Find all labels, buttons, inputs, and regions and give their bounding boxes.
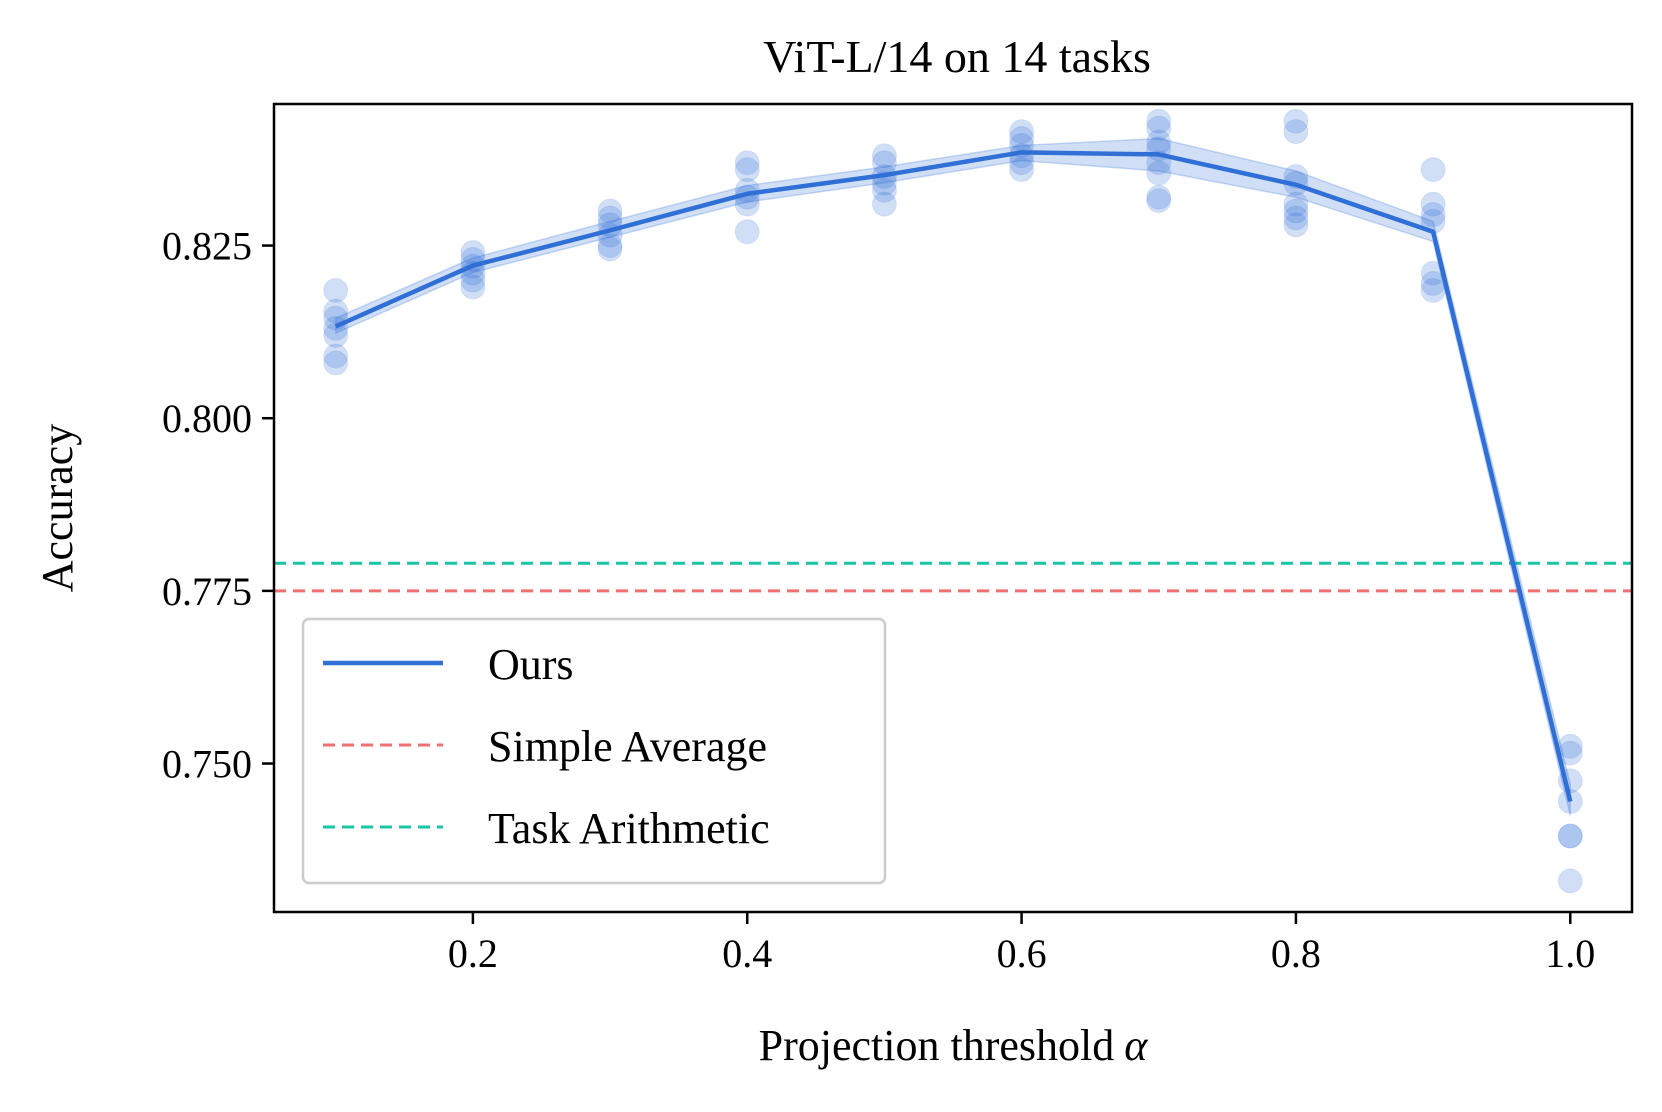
scatter-point xyxy=(734,157,760,183)
scatter-point xyxy=(323,343,349,369)
legend-label-task-arithmetic: Task Arithmetic xyxy=(488,804,770,853)
scatter-point xyxy=(597,233,623,259)
y-tick-label: 0.825 xyxy=(162,224,252,269)
scatter-point xyxy=(323,298,349,324)
plot-marks xyxy=(274,108,1632,894)
x-tick-label: 0.4 xyxy=(722,931,772,976)
legend: Ours Simple Average Task Arithmetic xyxy=(301,617,887,885)
scatter-point xyxy=(1146,184,1172,210)
scatter-point xyxy=(734,219,760,245)
y-tick-label: 0.750 xyxy=(162,742,252,787)
scatter-point xyxy=(323,277,349,303)
scatter-point xyxy=(597,236,623,262)
scatter-point xyxy=(1146,115,1172,141)
scatter-point xyxy=(871,143,897,169)
scatter-point xyxy=(1557,868,1583,894)
y-tick-label: 0.775 xyxy=(162,569,252,614)
scatter-point xyxy=(1420,191,1446,217)
axes-frame xyxy=(272,102,1634,914)
scatter-point xyxy=(1557,823,1583,849)
x-axis: 0.2 0.4 0.6 0.8 1.0 xyxy=(448,912,1595,976)
x-tick-label: 0.2 xyxy=(448,931,498,976)
scatter-point xyxy=(1009,119,1035,145)
x-tick-label: 0.6 xyxy=(997,931,1047,976)
scatter-point xyxy=(1283,205,1309,231)
x-tick-label: 1.0 xyxy=(1545,931,1595,976)
scatter-point xyxy=(1283,119,1309,145)
scatter-point xyxy=(871,177,897,203)
scatter-point xyxy=(1283,108,1309,134)
scatter-point xyxy=(1420,157,1446,183)
x-tick-label: 0.8 xyxy=(1271,931,1321,976)
legend-box xyxy=(301,617,887,885)
scatter-point xyxy=(460,267,486,293)
scatter-point xyxy=(1420,277,1446,303)
y-axis-label: Accuracy xyxy=(33,424,82,593)
scatter-point xyxy=(1146,188,1172,214)
scatter-point xyxy=(1283,212,1309,238)
scatter-point xyxy=(1009,157,1035,183)
chart-title: ViT-L/14 on 14 tasks xyxy=(763,31,1151,82)
scatter-point xyxy=(1557,823,1583,849)
x-axis-label: Projection threshold α xyxy=(759,1021,1149,1070)
scatter-point xyxy=(1146,108,1172,134)
scatter-point xyxy=(323,322,349,348)
scatter-point xyxy=(1420,201,1446,227)
ours-line xyxy=(334,150,1573,803)
ours-confidence-band xyxy=(334,137,1572,816)
x-axis-label-text: Projection threshold xyxy=(759,1021,1115,1070)
scatter-point xyxy=(323,350,349,376)
scatter-point xyxy=(1283,198,1309,224)
plot-area xyxy=(274,108,1632,894)
y-axis: 0.750 0.775 0.800 0.825 xyxy=(162,224,274,787)
x-axis-label-symbol: α xyxy=(1124,1021,1148,1070)
scatter-point xyxy=(871,191,897,217)
scatter-point xyxy=(734,150,760,176)
legend-label-ours: Ours xyxy=(488,640,574,689)
y-tick-label: 0.800 xyxy=(162,396,252,441)
scatter-point xyxy=(460,274,486,300)
scatter-point xyxy=(1283,191,1309,217)
scatter-point xyxy=(597,198,623,224)
legend-label-simple-average: Simple Average xyxy=(488,722,767,771)
scatter-point xyxy=(1146,160,1172,186)
